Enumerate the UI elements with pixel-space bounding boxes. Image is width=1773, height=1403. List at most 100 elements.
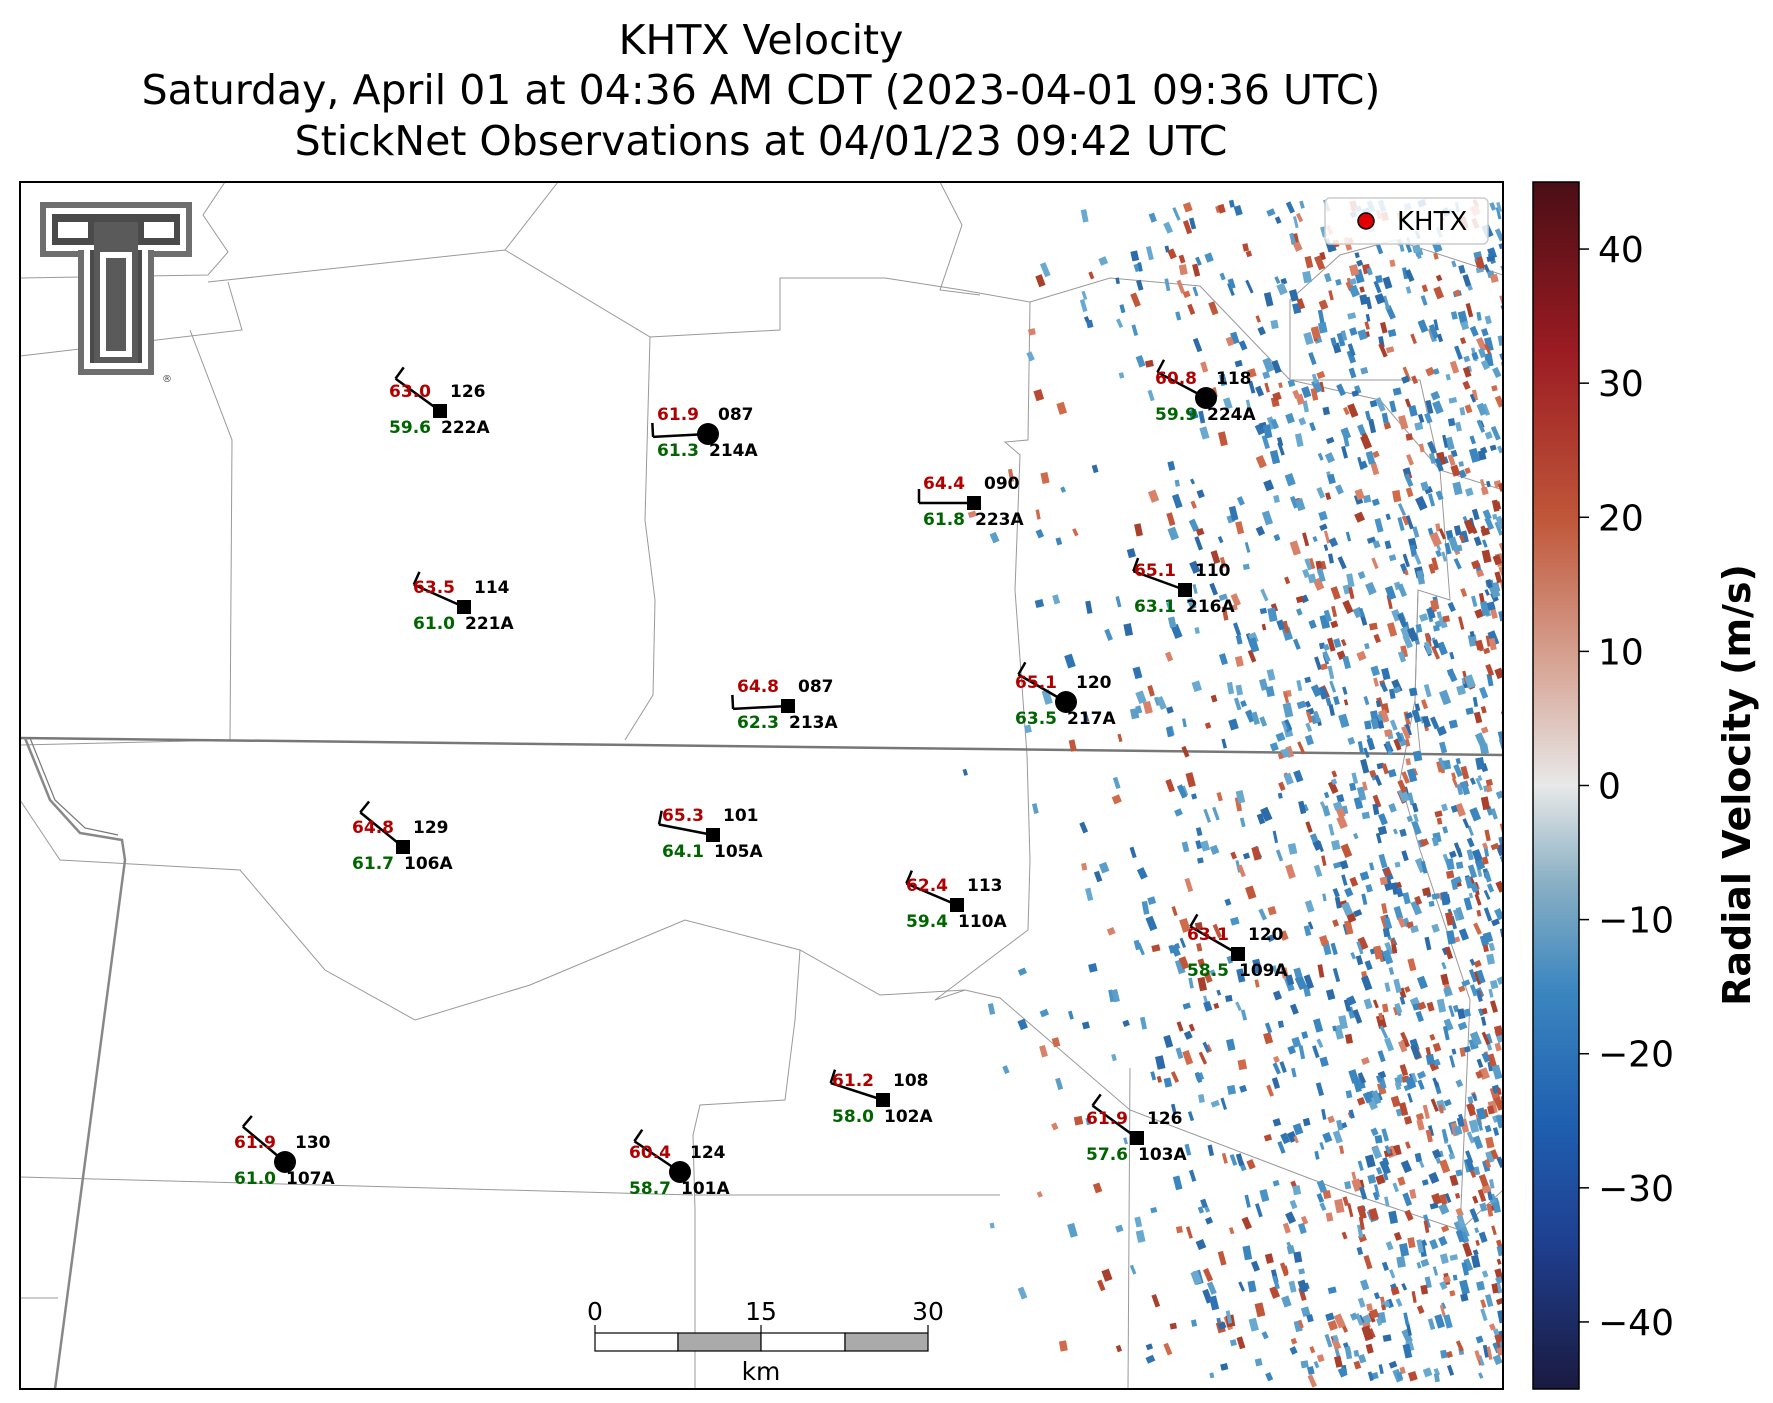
station-marker-square	[967, 496, 981, 510]
sticknet-stations: 63.0 126 59.6 222A 61.9 087 61.3 214A 64.4 090 61.…	[234, 359, 1288, 1199]
station-temperature: 63.1	[1187, 925, 1229, 945]
station-temperature: 61.9	[1086, 1109, 1128, 1129]
colorbar-tick-label: −10	[1598, 901, 1674, 942]
colorbar-tick-label: 30	[1598, 364, 1644, 405]
station-dewpoint: 58.7	[629, 1179, 671, 1199]
wind-barb-flag	[657, 810, 663, 825]
station-marker-square	[1130, 1131, 1144, 1145]
station-marker-circle	[274, 1151, 296, 1173]
wind-barb-flag	[731, 694, 735, 709]
station-id: 213A	[789, 713, 838, 733]
station-224A: 60.8 118 59.9 224A	[1155, 359, 1256, 425]
station-id: 222A	[441, 418, 490, 438]
station-wind-direction: 124	[690, 1143, 726, 1163]
station-dewpoint: 61.8	[923, 510, 965, 530]
legend-label: KHTX	[1397, 207, 1467, 237]
station-temperature: 61.9	[234, 1133, 276, 1153]
station-105A: 65.3 101 64.1 105A	[657, 806, 763, 862]
station-id: 105A	[714, 842, 763, 862]
station-dewpoint: 61.7	[352, 854, 394, 874]
station-223A: 64.4 090 61.8 223A	[917, 474, 1024, 530]
station-id: 221A	[465, 614, 514, 634]
station-wind-direction: 087	[798, 677, 834, 697]
station-dewpoint: 63.5	[1015, 709, 1057, 729]
station-marker-square	[950, 898, 964, 912]
station-214A: 61.9 087 61.3 214A	[651, 405, 758, 461]
station-marker-square	[706, 828, 720, 842]
colorbar-tick-label: 10	[1598, 632, 1644, 673]
station-id: 103A	[1138, 1145, 1187, 1165]
station-marker-square	[1231, 947, 1245, 961]
station-wind-direction: 101	[723, 806, 759, 826]
station-dewpoint: 61.0	[234, 1169, 276, 1189]
wind-barb-flag	[1156, 359, 1166, 373]
colorbar-tick-label: −40	[1598, 1303, 1674, 1344]
station-id: 216A	[1186, 597, 1235, 617]
station-temperature: 60.4	[629, 1143, 671, 1163]
station-213A: 64.8 087 62.3 213A	[731, 677, 838, 733]
colorbar-tick-label: −20	[1598, 1035, 1674, 1076]
station-wind-direction: 120	[1076, 673, 1112, 693]
station-id: 106A	[404, 854, 453, 874]
station-id: 110A	[958, 912, 1007, 932]
station-103A: 61.9 126 57.6 103A	[1086, 1093, 1187, 1165]
wind-barb-flag	[394, 366, 405, 380]
station-temperature: 65.1	[1015, 673, 1057, 693]
station-wind-direction: 118	[1216, 369, 1252, 389]
station-temperature: 62.4	[906, 876, 948, 896]
wind-barb-staff	[394, 377, 441, 413]
station-id: 101A	[681, 1179, 730, 1199]
station-wind-direction: 126	[1147, 1109, 1183, 1129]
station-marker-square	[876, 1093, 890, 1107]
wind-barb-flag	[905, 870, 913, 884]
station-id: 217A	[1067, 709, 1116, 729]
station-dewpoint: 58.0	[832, 1107, 874, 1127]
station-dewpoint: 61.0	[413, 614, 455, 634]
scale-bar-tick-15: 15	[745, 1297, 777, 1326]
wind-barb-flag	[633, 1128, 644, 1142]
texas-tech-double-t-logo	[40, 202, 192, 375]
station-wind-direction: 114	[474, 578, 510, 598]
station-temperature: 64.4	[923, 474, 965, 494]
station-107A: 61.9 130 61.0 107A	[234, 1115, 335, 1189]
station-temperature: 64.8	[737, 677, 779, 697]
station-marker-circle	[1055, 691, 1077, 713]
station-marker-square	[433, 404, 447, 418]
legend: KHTX	[1324, 197, 1489, 245]
station-dewpoint: 59.4	[906, 912, 948, 932]
scale-bar-tick-0: 0	[587, 1297, 603, 1326]
station-dewpoint: 64.1	[662, 842, 704, 862]
station-wind-direction: 129	[413, 818, 449, 838]
wind-barb-staff	[830, 1081, 884, 1102]
station-dewpoint: 58.5	[1187, 961, 1229, 981]
station-id: 214A	[709, 441, 758, 461]
station-marker-square	[781, 699, 795, 713]
station-106A: 64.8 129 61.7 106A	[352, 800, 453, 874]
station-dewpoint: 62.3	[737, 713, 779, 733]
station-marker-circle	[1195, 387, 1217, 409]
legend-marker	[1357, 212, 1375, 230]
colorbar-ticks: 40 30 20 10 0 −10 −20 −30 −40	[1579, 230, 1674, 1344]
station-wind-direction: 090	[984, 474, 1020, 494]
scale-bar-tick-30: 30	[912, 1297, 944, 1326]
station-marker-square	[1178, 583, 1192, 597]
wind-barb-flag	[651, 422, 655, 437]
station-222A: 63.0 126 59.6 222A	[389, 366, 490, 438]
wind-barb-staff	[1132, 570, 1186, 592]
station-id: 109A	[1239, 961, 1288, 981]
wind-barb-flag	[359, 800, 371, 814]
station-dewpoint: 59.6	[389, 418, 431, 438]
station-temperature: 65.1	[1134, 561, 1176, 581]
station-temperature: 65.3	[662, 806, 704, 826]
colorbar-tick-label: 0	[1598, 767, 1621, 808]
station-216A: 65.1 110 63.1 216A	[1132, 557, 1235, 617]
station-temperature: 63.5	[413, 578, 455, 598]
radar-velocity-returns	[962, 198, 1503, 1388]
station-temperature: 63.0	[389, 382, 431, 402]
station-temperature: 64.8	[352, 818, 394, 838]
map-frame	[19, 181, 1504, 1390]
station-dewpoint: 63.1	[1134, 597, 1176, 617]
station-wind-direction: 108	[893, 1071, 929, 1091]
scale-bar: 0 15 30 km	[587, 1297, 944, 1386]
